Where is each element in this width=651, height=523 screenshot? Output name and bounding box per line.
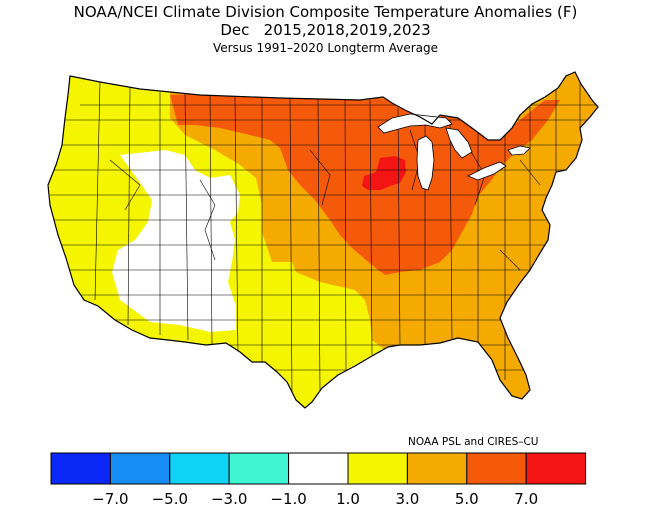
legend-swatch-6: [406, 452, 468, 485]
great-lakes: [377, 113, 531, 191]
map-subtitle-baseline: Versus 1991–2020 Longterm Average: [212, 41, 439, 55]
legend-swatch-0: [50, 452, 111, 485]
legend-swatch-2: [169, 452, 230, 485]
legend-tick-label: −5.0: [152, 490, 188, 508]
legend-tick-label: 1.0: [336, 490, 360, 508]
legend-swatch-5: [347, 452, 408, 485]
legend-tick-label: 3.0: [395, 490, 419, 508]
legend-swatch-8: [525, 452, 587, 485]
map-title: NOAA/NCEI Climate Division Composite Tem…: [73, 3, 578, 21]
lake-superior: [377, 113, 453, 134]
region-white: [112, 150, 240, 332]
lake-michigan: [416, 135, 435, 191]
legend-swatch-3: [228, 452, 290, 485]
lake-ontario: [507, 145, 531, 156]
credit-text: NOAA PSL and CIRES–CU: [408, 436, 539, 448]
legend-tick-label: 5.0: [455, 490, 479, 508]
legend-ticks: −7.0 −5.0 −3.0 −1.0 1.0 3.0 5.0 7.0: [92, 490, 538, 508]
legend-swatch-4: [288, 452, 349, 485]
lake-erie: [467, 161, 507, 181]
legend-tick-label: −1.0: [270, 490, 306, 508]
legend-tick-label: −3.0: [211, 490, 247, 508]
legend-tick-label: 7.0: [514, 490, 538, 508]
legend-swatch-7: [466, 452, 527, 485]
region-red: [362, 156, 406, 190]
lake-huron: [445, 127, 473, 159]
legend-swatch-1: [109, 452, 171, 485]
map-subtitle-dates: Dec 2015,2018,2019,2023: [220, 21, 431, 39]
legend-boxes: [50, 452, 587, 485]
legend-tick-label: −7.0: [92, 490, 128, 508]
